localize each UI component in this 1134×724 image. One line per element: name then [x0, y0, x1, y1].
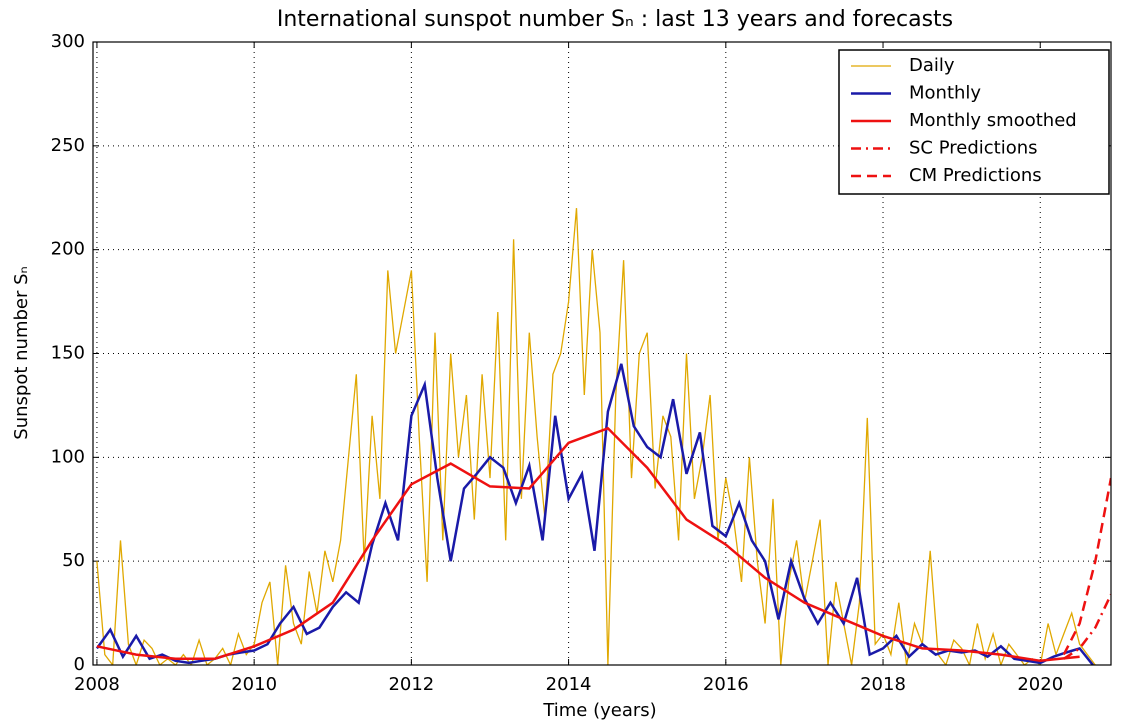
y-tick-label: 200 — [51, 239, 85, 260]
y-tick-label: 0 — [74, 654, 85, 675]
x-tick-label: 2008 — [74, 674, 120, 695]
chart-title: International sunspot number Sₙ : last 1… — [277, 7, 953, 32]
y-tick-label: 50 — [62, 550, 85, 571]
series-line — [1063, 593, 1111, 660]
x-tick-label: 2012 — [388, 674, 434, 695]
legend-label: SC Predictions — [909, 138, 1038, 159]
x-tick-label: 2014 — [546, 674, 592, 695]
series-line — [96, 426, 1080, 663]
x-axis-label: Time (years) — [542, 700, 656, 721]
legend-label: Daily — [909, 55, 955, 76]
series-line — [96, 208, 1096, 665]
y-tick-label: 100 — [51, 446, 85, 467]
series-line — [1062, 477, 1111, 656]
x-tick-label: 2016 — [703, 674, 749, 695]
plot-frame — [92, 41, 1112, 666]
series-line — [95, 363, 1094, 665]
legend-label: CM Predictions — [909, 165, 1042, 186]
legend-label: Monthly smoothed — [909, 110, 1077, 131]
x-tick-label: 2020 — [1017, 674, 1063, 695]
x-tick-label: 2010 — [231, 674, 277, 695]
legend-label: Monthly — [909, 83, 981, 104]
y-tick-label: 150 — [51, 343, 85, 364]
x-tick-label: 2018 — [860, 674, 906, 695]
y-axis-label: Sunspot number Sₙ — [11, 266, 32, 439]
y-tick-label: 250 — [51, 135, 85, 156]
y-tick-label: 300 — [51, 31, 85, 52]
